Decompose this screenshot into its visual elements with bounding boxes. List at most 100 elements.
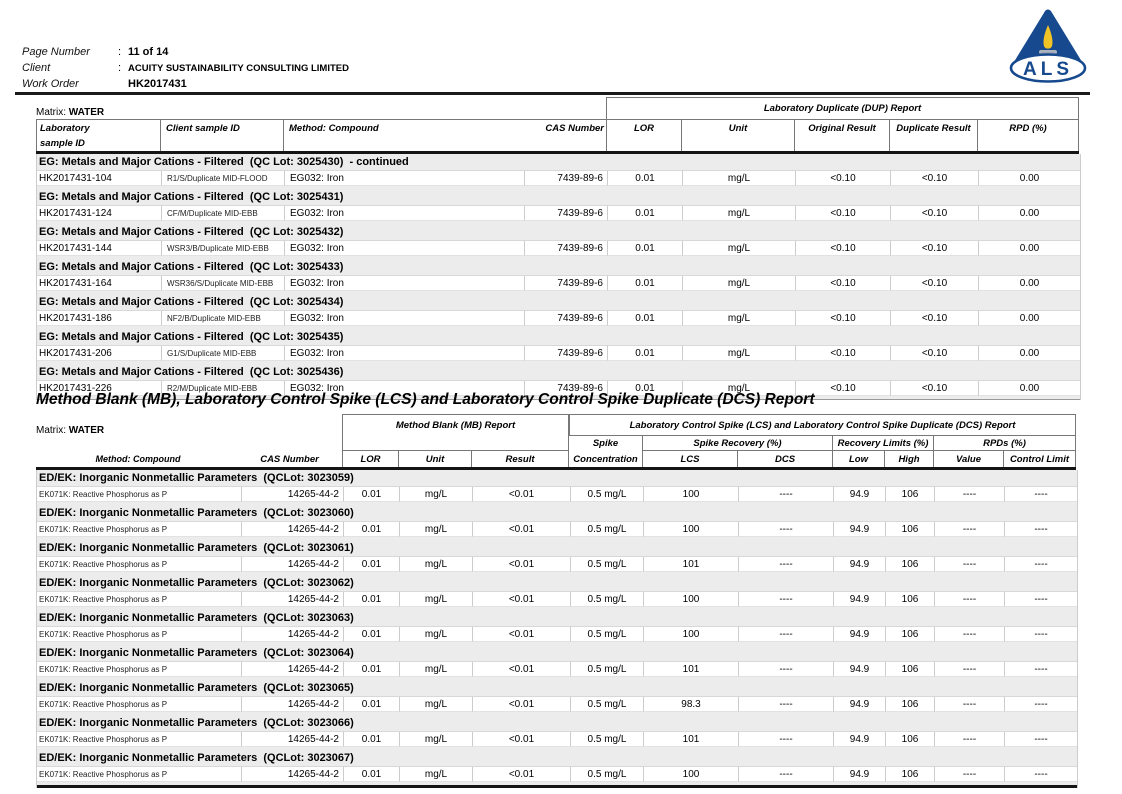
dup-cell-method: EG032: Iron	[284, 171, 524, 186]
page-number-label: Page Number	[22, 46, 90, 58]
qc-lot-group-header: ED/EK: Inorganic Nonmetallic Parameters …	[37, 715, 1077, 732]
mb-cell-dcs: ----	[738, 627, 833, 642]
mb-cell-spike-concentration: 0.5 mg/L	[570, 697, 643, 712]
mb-cell-lcs: 98.3	[643, 697, 738, 712]
qc-lot-group-header: ED/EK: Inorganic Nonmetallic Parameters …	[37, 645, 1077, 662]
page-number-row: Page Number:11 of 14	[22, 42, 168, 58]
col-header-spike-recovery: Spike Recovery (%)	[642, 436, 832, 451]
qc-lot-group-header: EG: Metals and Major Cations - Filtered …	[37, 329, 1080, 346]
dup-cell-duplicate: <0.10	[890, 171, 978, 186]
mb-cell-unit: mg/L	[399, 557, 472, 572]
mb-cell-dcs: ----	[738, 697, 833, 712]
mb-cell-lcs: 101	[643, 557, 738, 572]
col-header-recovery-limits: Recovery Limits (%)	[832, 436, 933, 451]
lcs-report-band: Laboratory Control Spike (LCS) and Labor…	[569, 414, 1076, 436]
mb-cell-spike-concentration: 0.5 mg/L	[570, 732, 643, 747]
mb-report-band: Method Blank (MB) Report	[342, 414, 569, 451]
mb-cell-spike-concentration: 0.5 mg/L	[570, 557, 643, 572]
dup-cell-lab-id: HK2017431-206	[37, 346, 161, 361]
dup-cell-client-id: G1/S/Duplicate MID-EBB	[161, 346, 284, 361]
dup-cell-lab-id: HK2017431-186	[37, 311, 161, 326]
dup-cell-client-id: NF2/B/Duplicate MID-EBB	[161, 311, 284, 326]
matrix-value: WATER	[68, 425, 105, 436]
mb-cell-lor: 0.01	[343, 767, 399, 782]
mb-cell-low: 94.9	[833, 697, 885, 712]
mb-cell-low: 94.9	[833, 557, 885, 572]
dup-cell-original: <0.10	[795, 241, 890, 256]
mb-cell-result: <0.01	[472, 522, 570, 537]
mb-cell-spike-concentration: 0.5 mg/L	[570, 767, 643, 782]
mb-cell-result: <0.01	[472, 557, 570, 572]
col-header-rpd: RPD (%)	[977, 119, 1079, 151]
col-header-unit: Unit	[681, 119, 794, 151]
qc-lot-group-header: ED/EK: Inorganic Nonmetallic Parameters …	[37, 610, 1077, 627]
col-header-lcs: LCS	[642, 451, 737, 467]
logo-text: ALS	[1023, 59, 1073, 80]
mb-cell-result: <0.01	[472, 767, 570, 782]
dup-table-body: EG: Metals and Major Cations - Filtered …	[36, 154, 1081, 400]
mb-cell-method: EK071K: Reactive Phosphorus as P	[37, 732, 241, 747]
dup-cell-cas: 7439-89-6	[524, 241, 607, 256]
mb-cell-control-limit: ----	[1004, 522, 1077, 537]
client-label: Client	[22, 62, 51, 74]
mb-cell-spike-concentration: 0.5 mg/L	[570, 662, 643, 677]
dup-cell-unit: mg/L	[682, 206, 795, 221]
mb-cell-lcs: 100	[643, 767, 738, 782]
mb-table-header: Matrix: WATER Method Blank (MB) Report L…	[36, 414, 1076, 470]
row-gap	[37, 607, 1077, 610]
col-header-duplicate-result: Duplicate Result	[889, 119, 977, 151]
row-gap	[37, 291, 1080, 294]
mb-cell-result: <0.01	[472, 592, 570, 607]
dup-cell-rpd: 0.00	[978, 381, 1080, 396]
row-gap	[37, 782, 1077, 785]
mb-cell-dcs: ----	[738, 557, 833, 572]
mb-cell-low: 94.9	[833, 522, 885, 537]
mb-cell-control-limit: ----	[1004, 487, 1077, 502]
mb-cell-spike-concentration: 0.5 mg/L	[570, 487, 643, 502]
mb-cell-cas: 14265-44-2	[241, 767, 343, 782]
mb-cell-lcs: 100	[643, 627, 738, 642]
qc-lot-group-header: EG: Metals and Major Cations - Filtered …	[37, 364, 1080, 381]
mb-cell-lcs: 100	[643, 592, 738, 607]
col-header-spike-line2: Concentration	[573, 453, 638, 465]
dup-cell-lab-id: HK2017431-164	[37, 276, 161, 291]
mb-cell-dcs: ----	[738, 662, 833, 677]
dup-cell-cas: 7439-89-6	[524, 311, 607, 326]
client-row: Client: ACUITY SUSTAINABILITY CONSULTING …	[22, 58, 349, 74]
dup-cell-rpd: 0.00	[978, 206, 1080, 221]
mb-cell-control-limit: ----	[1004, 767, 1077, 782]
mb-cell-lor: 0.01	[343, 592, 399, 607]
dup-cell-rpd: 0.00	[978, 311, 1080, 326]
logo-ellipse	[1009, 53, 1087, 83]
mb-cell-low: 94.9	[833, 487, 885, 502]
mb-cell-method: EK071K: Reactive Phosphorus as P	[37, 487, 241, 502]
mb-cell-method: EK071K: Reactive Phosphorus as P	[37, 627, 241, 642]
dup-cell-duplicate: <0.10	[890, 276, 978, 291]
mb-cell-high: 106	[885, 767, 934, 782]
work-order-row: Work Order HK2017431	[22, 74, 187, 90]
mb-cell-value: ----	[934, 697, 1004, 712]
mb-cell-method: EK071K: Reactive Phosphorus as P	[37, 557, 241, 572]
dup-report-band: Laboratory Duplicate (DUP) Report	[606, 97, 1079, 119]
logo-flame-icon	[1043, 25, 1053, 49]
als-logo: ALS	[1000, 5, 1096, 85]
col-header-lor: LOR	[342, 451, 398, 467]
work-order-label: Work Order	[22, 78, 79, 90]
mb-cell-result: <0.01	[472, 487, 570, 502]
dup-cell-lab-id: HK2017431-104	[37, 171, 161, 186]
dup-cell-duplicate: <0.10	[890, 381, 978, 396]
mb-cell-value: ----	[934, 592, 1004, 607]
dup-cell-original: <0.10	[795, 346, 890, 361]
dup-cell-cas: 7439-89-6	[524, 346, 607, 361]
mb-cell-method: EK071K: Reactive Phosphorus as P	[37, 767, 241, 782]
row-gap	[37, 642, 1077, 645]
dup-cell-lab-id: HK2017431-226	[37, 381, 161, 396]
mb-cell-unit: mg/L	[399, 627, 472, 642]
mb-table-body: ED/EK: Inorganic Nonmetallic Parameters …	[36, 470, 1078, 788]
col-header-method-compound: Method: Compound	[283, 119, 523, 151]
mb-cell-lor: 0.01	[343, 522, 399, 537]
mb-cell-spike-concentration: 0.5 mg/L	[570, 522, 643, 537]
row-gap	[37, 677, 1077, 680]
dup-cell-lab-id: HK2017431-124	[37, 206, 161, 221]
mb-cell-unit: mg/L	[399, 522, 472, 537]
